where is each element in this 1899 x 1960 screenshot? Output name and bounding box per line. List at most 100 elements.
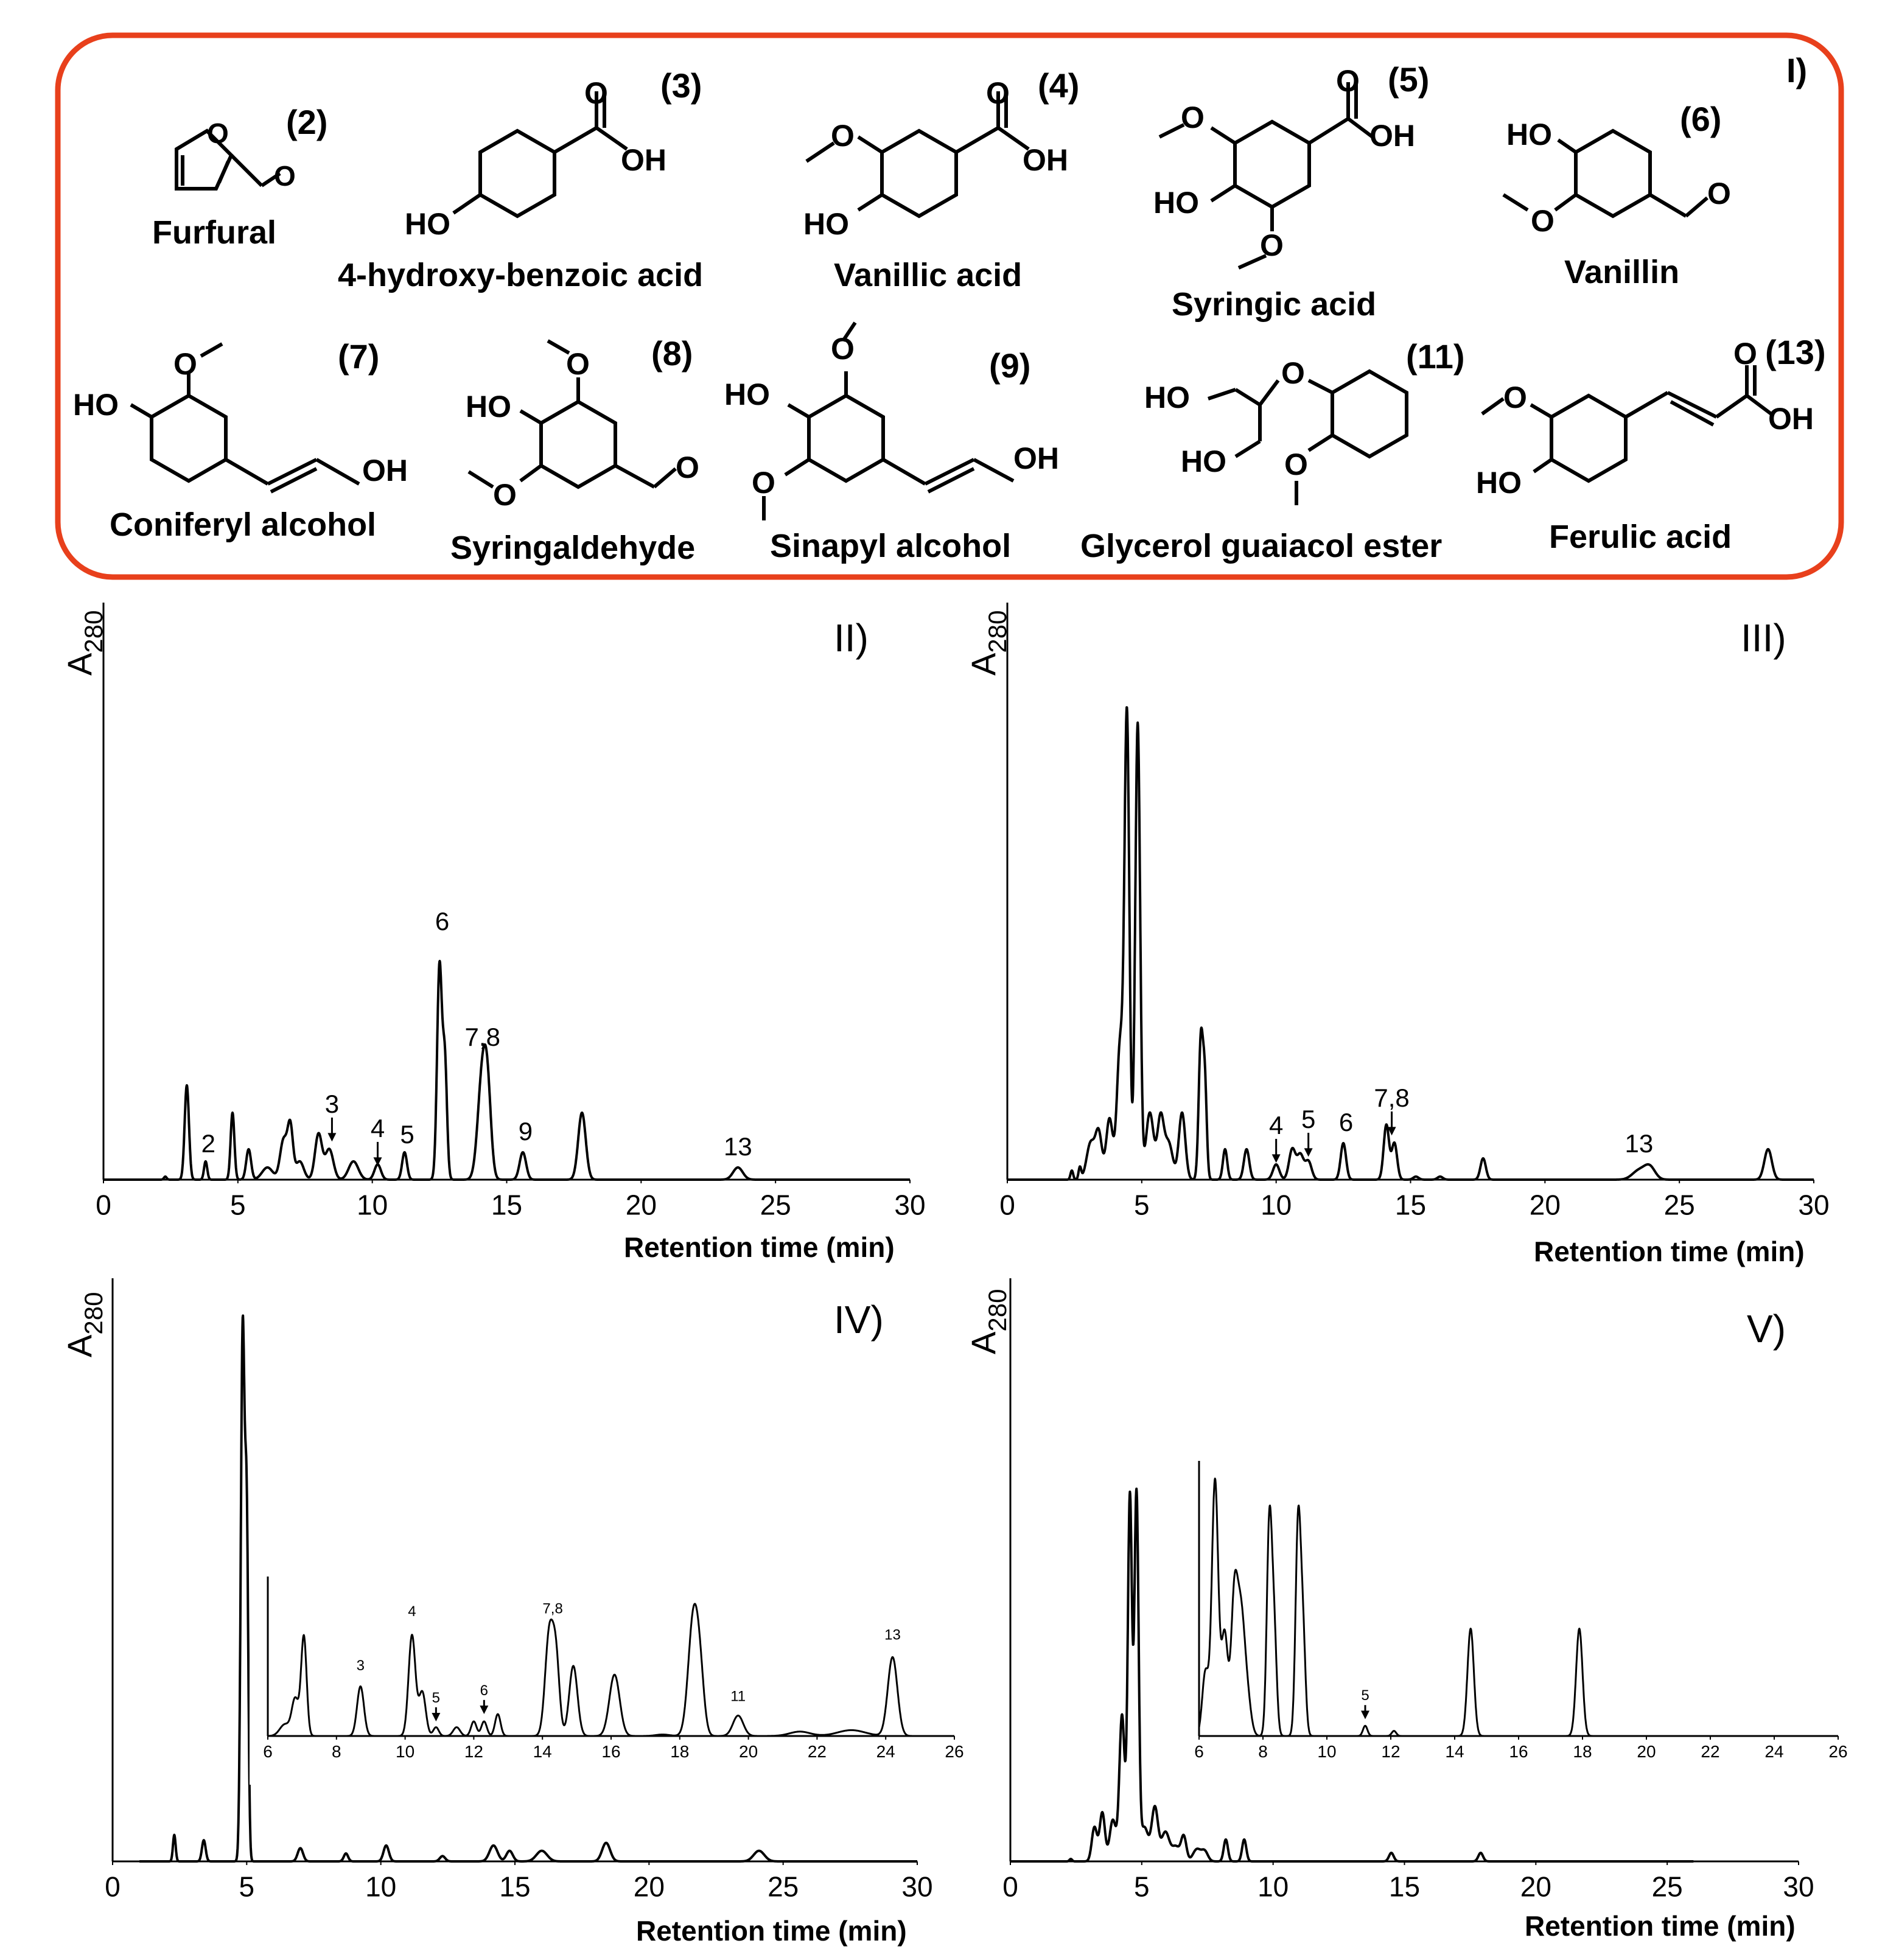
x-tick-label: 15 [499,1871,530,1903]
structure-glycerol-guaiacol-ester [1208,371,1407,505]
x-tick-label: 14 [533,1742,552,1761]
y-axis-label: A280 [60,1292,108,1357]
compound-number: (11) [1406,337,1465,376]
peak-arrow-head [480,1706,489,1714]
compound-number: (4) [1038,66,1079,105]
panel-label: II) [834,616,869,660]
peak-label: 13 [1625,1129,1654,1158]
atom-label: O [831,119,855,153]
atom-label: O [1531,204,1555,238]
compound-name: Vanillic acid [834,257,1022,293]
atom-label: O [1181,100,1205,135]
x-tick-label: 24 [876,1742,895,1761]
atom-label: HO [1153,186,1199,220]
compound-number: (13) [1765,333,1826,371]
structure-ferulic-acid [1481,365,1772,481]
compound-name: Vanillin [1564,254,1679,290]
x-tick-label: 30 [1798,1189,1829,1221]
atom-label: HO [1506,117,1552,152]
structures-panel: I) O O (2) Furfural O OH HO (3) 4-hydrox… [55,32,1844,580]
peak-label: 4 [1269,1111,1283,1139]
x-tick-label: 15 [1395,1189,1426,1221]
x-tick-label: 20 [626,1189,657,1221]
atom-label: O [173,347,197,381]
x-tick-label: 24 [1764,1742,1783,1761]
y-axis-label: A280 [60,611,108,676]
x-tick-label: 6 [1194,1742,1204,1761]
y-axis-label: A280 [964,1289,1012,1354]
x-tick-label: 10 [365,1871,396,1903]
atom-label: O [1503,380,1527,415]
atom-label: O [274,160,296,192]
x-tick-label: 30 [901,1871,932,1903]
x-tick-label: 15 [1389,1871,1420,1903]
y-axis-label: A280 [964,611,1012,676]
peak-label: 6 [480,1682,488,1699]
x-tick-label: 22 [1701,1742,1719,1761]
structures-frame [55,32,1844,580]
x-tick-label: 5 [230,1189,246,1221]
atom-label: O [1260,228,1284,262]
atom-label: O [1284,447,1308,481]
chromatogram-trace [1009,1487,1694,1863]
atom-label: HO [1476,466,1522,500]
compound-number: (2) [286,103,327,141]
x-tick-label: 12 [1381,1742,1400,1761]
peak-label: 4 [408,1603,416,1620]
compound-name: Syringaldehyde [450,530,695,566]
x-tick-label: 10 [1261,1189,1292,1221]
compound-name: Coniferyl alcohol [110,506,376,543]
peak-label: 3 [357,1657,365,1674]
peak-arrow-head [373,1157,382,1166]
x-tick-label: 5 [239,1871,255,1903]
compound-name: Furfural [152,214,276,251]
peak-label: 6 [435,907,449,936]
atom-label: O [676,450,699,485]
compound-number: (3) [660,66,702,105]
compound-name: Sinapyl alcohol [770,528,1011,564]
peak-label: 4 [371,1114,385,1143]
atom-label: OH [1768,402,1814,436]
structure-sinapyl-alcohol [762,321,1015,520]
peak-label: 5 [432,1690,440,1706]
x-tick-label: 5 [1134,1189,1150,1221]
atom-label: O [1733,337,1757,371]
x-axis-label: Retention time (min) [636,1915,907,1947]
peak-label: 6 [1339,1108,1353,1136]
atom-label: OH [1013,441,1059,475]
chromatogram-iii: III) A280 Retention time (min) 0 5 10 15 20 2… [964,603,1830,1267]
compound-number: (8) [651,334,693,373]
inset-background [1181,1449,1856,1785]
chromatogram-trace [102,959,911,1181]
x-tick-label: 18 [670,1742,689,1761]
structure-4-hydroxybenzoic-acid [452,91,628,216]
peak-label: 2 [201,1129,215,1158]
x-axis-label: Retention time (min) [1534,1236,1805,1267]
panel-label: IV) [834,1298,884,1342]
x-tick-label: 0 [105,1871,121,1903]
x-tick-label: 30 [894,1189,925,1221]
atom-label: O [1336,64,1360,98]
compound-name: 4-hydroxy-benzoic acid [338,257,703,293]
peak-arrow-head [1387,1127,1396,1136]
atom-label: O [207,117,229,149]
peak-label: 7,8 [1374,1083,1409,1112]
x-tick-label: 25 [760,1189,791,1221]
x-tick-label: 0 [1002,1871,1018,1903]
atom-label: OH [1369,119,1415,153]
compound-name: Glycerol guaiacol ester [1080,528,1442,564]
peak-label: 7,8 [465,1023,500,1051]
compound-number: (6) [1680,100,1721,138]
inset-background [250,1564,973,1785]
panel-label-structures: I) [1786,51,1807,89]
x-tick-label: 16 [601,1742,620,1761]
peak-label: 13 [724,1132,752,1161]
x-tick-label: 30 [1783,1871,1814,1903]
peak-label: 3 [325,1090,339,1118]
peak-arrow-head [327,1133,337,1142]
structure-coniferyl-alcohol [130,342,360,494]
peak-arrow-head [432,1713,441,1721]
structure-vanillic-acid [805,91,1030,216]
peak-label: 5 [400,1120,414,1149]
